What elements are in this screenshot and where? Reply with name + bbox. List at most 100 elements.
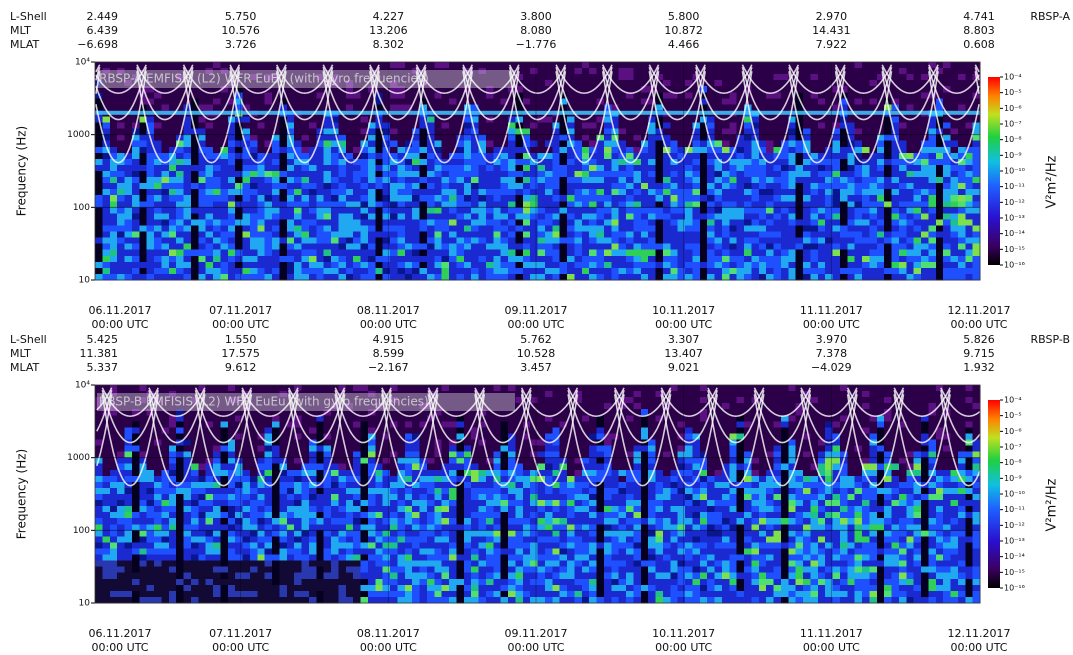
spectrogram-cell (272, 226, 280, 233)
spectrogram-cell (855, 195, 863, 202)
spectrogram-cell (353, 207, 361, 214)
spectrogram-cell (228, 141, 236, 148)
spectrogram-cell (582, 135, 590, 142)
spectrogram-cell (936, 183, 944, 190)
spectrogram-cell (855, 74, 863, 81)
spectrogram-cell (95, 591, 103, 598)
spectrogram-cell (139, 141, 147, 148)
spectrogram-cell (862, 141, 870, 148)
ephemeris-value: 9.021 (668, 361, 700, 374)
spectrogram-cell (279, 226, 287, 233)
spectrogram-cell (729, 165, 737, 172)
spectrogram-cell (729, 195, 737, 202)
spectrogram-cell (147, 500, 155, 507)
spectrogram-cell (973, 226, 981, 233)
spectrogram-cell (331, 183, 339, 190)
spectrogram-cell (309, 183, 317, 190)
spectrogram-cell (840, 165, 848, 172)
spectrogram-cell (855, 135, 863, 142)
spectrogram-cell (869, 268, 877, 275)
spectrogram-cell (774, 68, 782, 75)
spectrogram-cell (479, 177, 487, 184)
spectrogram-cell (397, 165, 405, 172)
spectrogram-cell (324, 195, 332, 202)
spectrogram-cell (685, 262, 693, 269)
spectrogram-cell (906, 123, 914, 130)
spectrogram-cell (840, 238, 848, 245)
spectrogram-cell (737, 232, 745, 239)
spectrogram-cell (744, 232, 752, 239)
spectrogram-cell (648, 268, 656, 275)
spectrogram-cell (648, 232, 656, 239)
spectrogram-cell (206, 123, 214, 130)
spectrogram-cell (855, 226, 863, 233)
spectrogram-cell (914, 268, 922, 275)
spectrogram-cell (877, 177, 885, 184)
spectrogram-cell (375, 250, 383, 257)
spectrogram-cell (921, 213, 929, 220)
spectrogram-cell (169, 591, 177, 598)
spectrogram-cell (538, 68, 546, 75)
spectrogram-cell (132, 147, 140, 154)
spectrogram-cell (619, 74, 627, 81)
spectrogram-cell (139, 536, 147, 543)
spectrogram-cell (796, 189, 804, 196)
spectrogram-cell (538, 62, 546, 69)
spectrogram-cell (176, 262, 184, 269)
x-tick-time: 00:00 UTC (655, 318, 712, 331)
spectrogram-cell (184, 506, 192, 513)
spectrogram-cell (449, 244, 457, 251)
spectrogram-cell (751, 195, 759, 202)
spectrogram-cell (574, 62, 582, 69)
spectrogram-cell (294, 159, 302, 166)
spectrogram-cell (220, 177, 228, 184)
spectrogram-cell (132, 488, 140, 495)
spectrogram-cell (449, 262, 457, 269)
spectrogram-cell (633, 244, 641, 251)
spectrogram-cell (766, 256, 774, 263)
spectrogram-cell (663, 62, 671, 69)
spectrogram-cell (95, 488, 103, 495)
spectrogram-cell (729, 74, 737, 81)
spectrogram-cell (272, 238, 280, 245)
spectrogram-cell (139, 579, 147, 586)
spectrogram-cell (198, 62, 206, 69)
spectrogram-cell (958, 226, 966, 233)
spectrogram-cell (125, 117, 133, 124)
spectrogram-cell (397, 262, 405, 269)
spectrogram-cell (176, 385, 184, 392)
spectrogram-cell (169, 555, 177, 562)
spectrogram-cell (147, 579, 155, 586)
spectrogram-cell (368, 165, 376, 172)
spectrogram-cell (921, 238, 929, 245)
spectrogram-cell (235, 226, 243, 233)
spectrogram-cell (272, 219, 280, 226)
spectrogram-cell (869, 250, 877, 257)
ephemeris-value: 3.457 (520, 361, 552, 374)
spectrogram-cell (102, 506, 110, 513)
spectrogram-cell (855, 123, 863, 130)
spectrogram-cell (759, 226, 767, 233)
spectrogram-cell (184, 213, 192, 220)
spectrogram-cell (117, 232, 125, 239)
spectrogram-cell (176, 238, 184, 245)
spectrogram-cell (412, 250, 420, 257)
spectrogram-cell (899, 171, 907, 178)
spectrogram-cell (892, 195, 900, 202)
spectrogram-cell (958, 244, 966, 251)
spectrogram-cell (700, 219, 708, 226)
spectrogram-cell (110, 555, 118, 562)
spectrogram-cell (117, 506, 125, 513)
spectrogram-cell (538, 135, 546, 142)
spectrogram-cell (803, 117, 811, 124)
spectrogram-cell (597, 147, 605, 154)
spectrogram-cell (220, 159, 228, 166)
spectrogram-cell (95, 579, 103, 586)
spectrogram-cell (161, 530, 169, 537)
spectrogram-cell (973, 219, 981, 226)
spectrogram-cell (257, 232, 265, 239)
spectrogram-cell (663, 92, 671, 99)
spectrogram-cell (294, 104, 302, 111)
spectrogram-cell (442, 213, 450, 220)
spectrogram-cell (663, 117, 671, 124)
